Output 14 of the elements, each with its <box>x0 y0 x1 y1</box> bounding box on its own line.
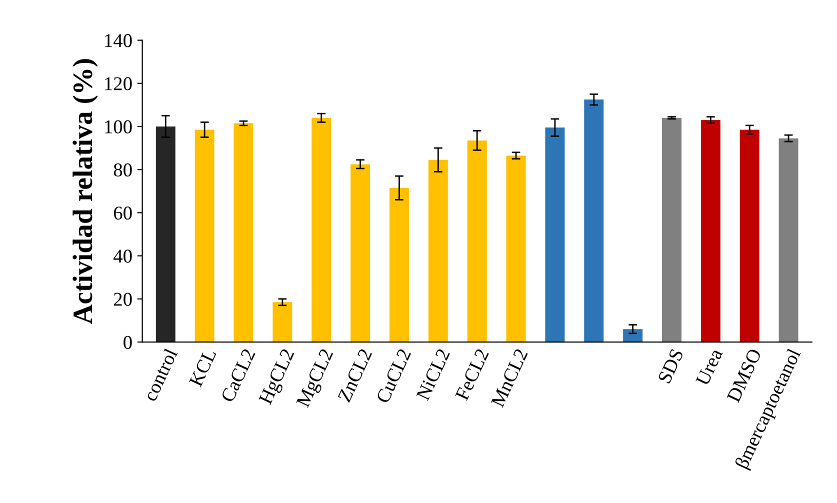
x-tick-label: Urea <box>696 347 723 387</box>
x-tick-label: control <box>142 347 178 402</box>
y-tick-label: 0 <box>124 336 132 349</box>
y-tick-label: 100 <box>105 120 132 134</box>
y-tick-label: 20 <box>114 292 132 306</box>
x-tick-label: SDS <box>658 348 684 384</box>
y-tick-label: 40 <box>114 250 132 263</box>
y-tick-label: 80 <box>114 163 132 177</box>
y-tick-label: 120 <box>105 77 132 90</box>
x-tick-label: KCL <box>188 348 216 388</box>
x-tick-label: CaCL2 <box>220 348 256 403</box>
y-tick-label: 60 <box>114 206 132 220</box>
y-tick-label: 140 <box>105 34 132 48</box>
y-axis-title: Actividad relativa (%) <box>72 59 98 324</box>
